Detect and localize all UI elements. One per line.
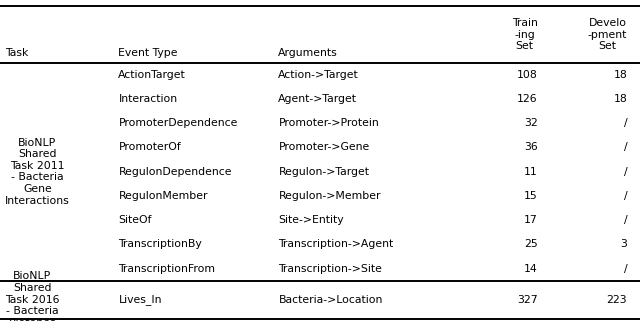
Text: BioNLP
Shared
Task 2016
- Bacteria
Biotopes: BioNLP Shared Task 2016 - Bacteria Bioto… xyxy=(5,272,60,321)
Text: 3: 3 xyxy=(620,239,627,249)
Text: /: / xyxy=(623,143,627,152)
Text: Interaction: Interaction xyxy=(118,94,177,104)
Text: SiteOf: SiteOf xyxy=(118,215,152,225)
Text: Site->Entity: Site->Entity xyxy=(278,215,344,225)
Text: 18: 18 xyxy=(614,70,627,80)
Text: /: / xyxy=(623,167,627,177)
Text: Develo
-pment
Set: Develo -pment Set xyxy=(588,18,627,51)
Text: Task: Task xyxy=(5,48,29,58)
Text: Action->Target: Action->Target xyxy=(278,70,359,80)
Text: /: / xyxy=(623,215,627,225)
Text: ActionTarget: ActionTarget xyxy=(118,70,186,80)
Text: /: / xyxy=(623,118,627,128)
Text: 17: 17 xyxy=(524,215,538,225)
Text: Arguments: Arguments xyxy=(278,48,338,58)
Text: RegulonMember: RegulonMember xyxy=(118,191,208,201)
Text: 126: 126 xyxy=(517,94,538,104)
Text: Promoter->Gene: Promoter->Gene xyxy=(278,143,370,152)
Text: /: / xyxy=(623,264,627,273)
Text: Train
-ing
Set: Train -ing Set xyxy=(512,18,538,51)
Text: 327: 327 xyxy=(517,295,538,305)
Text: TranscriptionBy: TranscriptionBy xyxy=(118,239,202,249)
Text: 11: 11 xyxy=(524,167,538,177)
Text: Lives_In: Lives_In xyxy=(118,294,162,305)
Text: 14: 14 xyxy=(524,264,538,273)
Text: RegulonDependence: RegulonDependence xyxy=(118,167,232,177)
Text: 223: 223 xyxy=(607,295,627,305)
Text: PromoterDependence: PromoterDependence xyxy=(118,118,238,128)
Text: Bacteria->Location: Bacteria->Location xyxy=(278,295,383,305)
Text: 36: 36 xyxy=(524,143,538,152)
Text: 32: 32 xyxy=(524,118,538,128)
Text: 15: 15 xyxy=(524,191,538,201)
Text: 25: 25 xyxy=(524,239,538,249)
Text: BioNLP
Shared
Task 2011
- Bacteria
Gene
Interactions: BioNLP Shared Task 2011 - Bacteria Gene … xyxy=(5,138,70,206)
Text: Transcription->Site: Transcription->Site xyxy=(278,264,382,273)
Text: TranscriptionFrom: TranscriptionFrom xyxy=(118,264,216,273)
Text: 108: 108 xyxy=(517,70,538,80)
Text: Regulon->Member: Regulon->Member xyxy=(278,191,381,201)
Text: Promoter->Protein: Promoter->Protein xyxy=(278,118,379,128)
Text: Event Type: Event Type xyxy=(118,48,178,58)
Text: PromoterOf: PromoterOf xyxy=(118,143,181,152)
Text: 18: 18 xyxy=(614,94,627,104)
Text: Regulon->Target: Regulon->Target xyxy=(278,167,369,177)
Text: Agent->Target: Agent->Target xyxy=(278,94,357,104)
Text: /: / xyxy=(623,191,627,201)
Text: Transcription->Agent: Transcription->Agent xyxy=(278,239,394,249)
